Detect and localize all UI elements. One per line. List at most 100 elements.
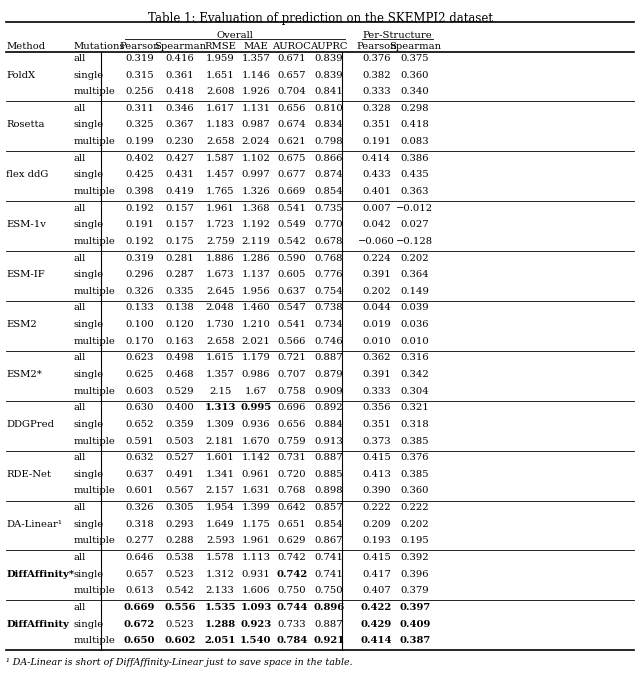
Text: 0.468: 0.468	[166, 370, 194, 379]
Text: −0.128: −0.128	[396, 237, 433, 246]
Text: 1.326: 1.326	[242, 187, 270, 196]
Text: AUPRC: AUPRC	[310, 42, 348, 51]
Text: 0.556: 0.556	[164, 603, 196, 612]
Text: 0.707: 0.707	[278, 370, 306, 379]
Text: 0.359: 0.359	[166, 420, 194, 429]
Text: 0.523: 0.523	[166, 619, 194, 629]
Text: 0.360: 0.360	[401, 71, 429, 79]
Text: 0.195: 0.195	[401, 536, 429, 545]
Text: 0.741: 0.741	[314, 570, 344, 579]
Text: all: all	[74, 353, 86, 363]
Text: DiffAffinity*: DiffAffinity*	[6, 570, 74, 579]
Text: 0.433: 0.433	[362, 170, 390, 179]
Text: 0.669: 0.669	[278, 187, 306, 196]
Text: 0.298: 0.298	[401, 104, 429, 113]
Text: 0.754: 0.754	[315, 287, 343, 296]
Text: Table 1: Evaluation of prediction on the SKEMPI2 dataset: Table 1: Evaluation of prediction on the…	[147, 12, 493, 25]
Text: 0.342: 0.342	[401, 370, 429, 379]
Text: 0.230: 0.230	[166, 137, 194, 146]
Text: 0.936: 0.936	[242, 420, 270, 429]
Text: 0.857: 0.857	[315, 503, 343, 512]
Text: 0.376: 0.376	[401, 453, 429, 462]
Text: 0.591: 0.591	[125, 437, 154, 445]
Text: 0.431: 0.431	[165, 170, 195, 179]
Text: 0.222: 0.222	[362, 503, 390, 512]
Text: 2.157: 2.157	[206, 486, 234, 496]
Text: 0.986: 0.986	[242, 370, 270, 379]
Text: 0.841: 0.841	[314, 87, 344, 96]
Text: 0.542: 0.542	[278, 237, 306, 246]
Text: 0.202: 0.202	[401, 519, 429, 529]
Text: 0.632: 0.632	[125, 453, 154, 462]
Text: 0.921: 0.921	[314, 636, 344, 645]
Text: 0.133: 0.133	[125, 304, 154, 312]
Text: 1.357: 1.357	[206, 370, 234, 379]
Text: single: single	[74, 519, 104, 529]
Text: 0.149: 0.149	[400, 287, 429, 296]
Text: multiple: multiple	[74, 237, 115, 246]
Text: 0.735: 0.735	[315, 204, 343, 213]
Text: single: single	[74, 170, 104, 179]
Text: 0.039: 0.039	[401, 304, 429, 312]
Text: 0.854: 0.854	[315, 187, 343, 196]
Text: 1.357: 1.357	[242, 54, 270, 63]
Text: 0.376: 0.376	[362, 54, 390, 63]
Text: 0.637: 0.637	[125, 470, 154, 479]
Text: 0.191: 0.191	[362, 137, 391, 146]
Text: 0.750: 0.750	[278, 586, 306, 595]
Text: 1.368: 1.368	[242, 204, 270, 213]
Text: 0.010: 0.010	[362, 337, 390, 346]
Text: 0.503: 0.503	[166, 437, 194, 445]
Text: 0.256: 0.256	[125, 87, 154, 96]
Text: 2.119: 2.119	[241, 237, 271, 246]
Text: multiple: multiple	[74, 636, 115, 645]
Text: 0.768: 0.768	[278, 486, 306, 496]
Text: 0.044: 0.044	[362, 304, 391, 312]
Text: 0.202: 0.202	[362, 287, 390, 296]
Text: 1.309: 1.309	[206, 420, 234, 429]
Text: 0.672: 0.672	[124, 619, 155, 629]
Text: 0.879: 0.879	[315, 370, 343, 379]
Text: 0.630: 0.630	[125, 403, 154, 412]
Text: 2.133: 2.133	[206, 586, 234, 595]
Text: 0.328: 0.328	[362, 104, 390, 113]
Text: 0.414: 0.414	[362, 153, 391, 163]
Text: 1.312: 1.312	[205, 570, 235, 579]
Text: 0.027: 0.027	[401, 220, 429, 230]
Text: 0.425: 0.425	[125, 170, 154, 179]
Text: 0.669: 0.669	[124, 603, 156, 612]
Text: all: all	[74, 553, 86, 562]
Text: 0.363: 0.363	[401, 187, 429, 196]
Text: 0.547: 0.547	[278, 304, 306, 312]
Text: Spearman: Spearman	[388, 42, 441, 51]
Text: 0.997: 0.997	[242, 170, 270, 179]
Text: 0.386: 0.386	[401, 153, 429, 163]
Text: 0.288: 0.288	[166, 536, 194, 545]
Text: 0.305: 0.305	[166, 503, 194, 512]
Text: 0.429: 0.429	[361, 619, 392, 629]
Text: 0.770: 0.770	[315, 220, 343, 230]
Text: all: all	[74, 54, 86, 63]
Text: 1.137: 1.137	[241, 270, 271, 279]
Text: 0.387: 0.387	[399, 636, 430, 645]
Text: single: single	[74, 619, 104, 629]
Text: multiple: multiple	[74, 486, 115, 496]
Text: 1.183: 1.183	[205, 120, 235, 130]
Text: multiple: multiple	[74, 287, 115, 296]
Text: 2.15: 2.15	[209, 386, 231, 396]
Text: 2.658: 2.658	[206, 137, 234, 146]
Text: 1.540: 1.540	[240, 636, 272, 645]
Text: 0.202: 0.202	[401, 253, 429, 263]
Text: 0.776: 0.776	[315, 270, 343, 279]
Text: 0.567: 0.567	[166, 486, 194, 496]
Text: 0.042: 0.042	[362, 220, 390, 230]
Text: 0.529: 0.529	[166, 386, 194, 396]
Text: 0.538: 0.538	[166, 553, 194, 562]
Text: 0.199: 0.199	[125, 137, 154, 146]
Text: ¹ DA-Linear is short of DiffAffinity-Linear just to save space in the table.: ¹ DA-Linear is short of DiffAffinity-Lin…	[6, 659, 353, 667]
Text: 0.887: 0.887	[315, 619, 343, 629]
Text: 0.007: 0.007	[362, 204, 390, 213]
Text: multiple: multiple	[74, 187, 115, 196]
Text: 2.181: 2.181	[205, 437, 235, 445]
Text: 0.224: 0.224	[362, 253, 390, 263]
